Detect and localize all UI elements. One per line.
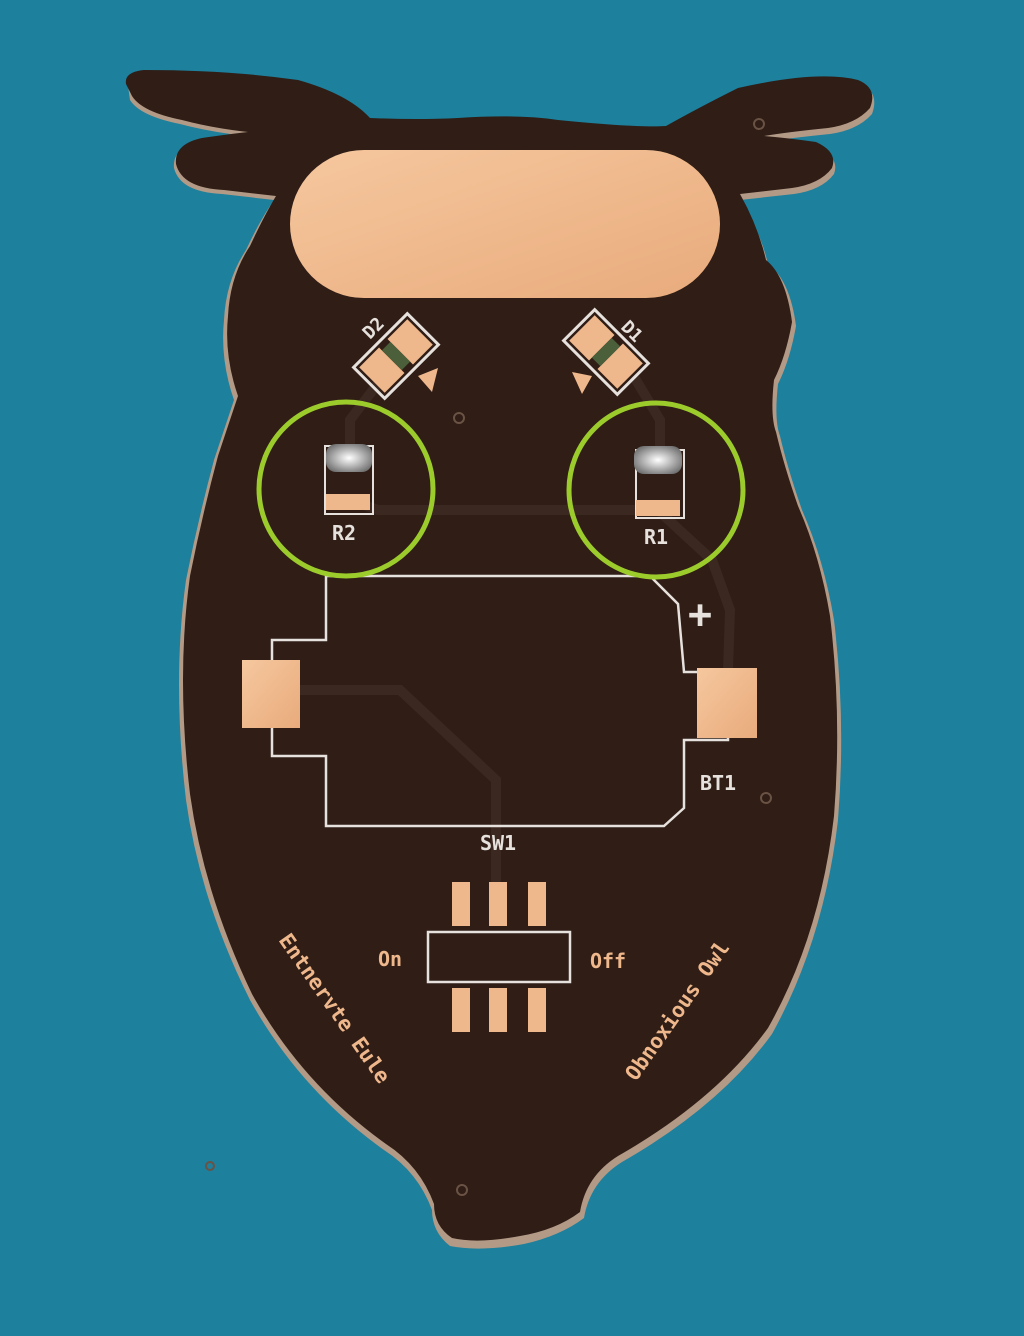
switch-body-outline xyxy=(426,930,572,984)
r2-solder-joint xyxy=(326,444,372,472)
led-d1 xyxy=(561,307,651,397)
r1-label: R1 xyxy=(644,525,668,549)
sw1-label: SW1 xyxy=(480,831,516,855)
resistor-r2 xyxy=(324,444,374,515)
switch-pad xyxy=(528,882,546,926)
r1-solder-joint xyxy=(634,446,682,474)
switch-pad xyxy=(452,988,470,1032)
battery-pad-right xyxy=(697,668,757,738)
highlight-circle-r2 xyxy=(256,399,436,579)
via xyxy=(453,412,465,424)
trace-bt-sw xyxy=(295,685,501,885)
battery-pad-left xyxy=(242,660,300,728)
r2-pad xyxy=(326,494,370,510)
bt1-label: BT1 xyxy=(700,771,736,795)
switch-pad xyxy=(452,882,470,926)
trace-d1-r1 xyxy=(631,375,665,457)
battery-plus-mark: + xyxy=(688,592,712,638)
highlight-circle-r1 xyxy=(566,400,746,580)
via xyxy=(760,792,772,804)
trace-d2-r2 xyxy=(345,381,381,455)
vias xyxy=(205,118,772,1196)
pcb-board xyxy=(125,70,875,1249)
switch-on-label: On xyxy=(378,947,402,971)
via xyxy=(753,118,765,130)
eye-mask-pad xyxy=(290,150,720,298)
trace-r1-bt1 xyxy=(657,509,736,675)
d2-polarity-mark xyxy=(418,368,438,392)
resistor-r1 xyxy=(634,446,685,519)
board-surface xyxy=(125,70,873,1241)
switch-sw1 xyxy=(426,882,572,1032)
switch-pad xyxy=(489,882,507,926)
switch-off-label: Off xyxy=(590,949,626,973)
r2-label: R2 xyxy=(332,521,356,545)
switch-pad xyxy=(489,988,507,1032)
d1-polarity-mark xyxy=(572,372,592,394)
led-d2 xyxy=(351,311,441,401)
via xyxy=(456,1184,468,1196)
via xyxy=(205,1161,215,1171)
r1-pad xyxy=(636,500,680,516)
switch-pad xyxy=(528,988,546,1032)
